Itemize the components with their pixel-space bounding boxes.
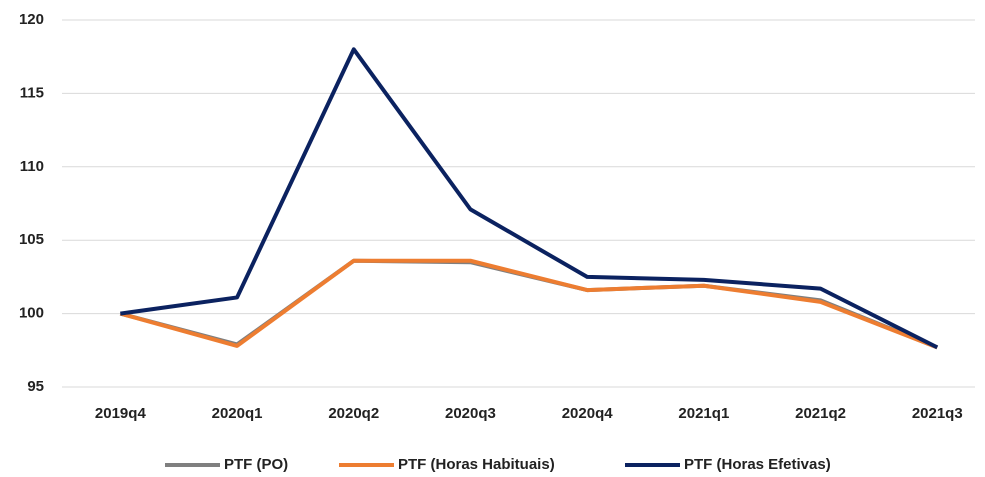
x-tick-label: 2020q3 (445, 405, 496, 422)
legend-label: PTF (PO) (224, 456, 288, 473)
legend-label: PTF (Horas Habituais) (398, 456, 555, 473)
y-tick-label: 110 (20, 158, 44, 175)
x-tick-label: 2021q1 (678, 405, 729, 422)
x-tick-label: 2019q4 (95, 405, 147, 422)
y-tick-label: 95 (27, 378, 44, 395)
series-line (119, 258, 938, 350)
x-tick-label: 2020q4 (562, 405, 614, 422)
y-tick-label: 100 (19, 305, 44, 322)
x-tick-label: 2020q2 (328, 405, 379, 422)
x-tick-label: 2021q2 (795, 405, 846, 422)
y-tick-label: 120 (19, 11, 44, 28)
y-tick-label: 115 (20, 84, 44, 101)
legend-label: PTF (Horas Efetivas) (684, 456, 831, 473)
x-tick-label: 2020q1 (212, 405, 263, 422)
series-line (120, 47, 939, 350)
x-tick-label: 2021q3 (912, 405, 963, 422)
y-tick-label: 105 (19, 231, 44, 248)
